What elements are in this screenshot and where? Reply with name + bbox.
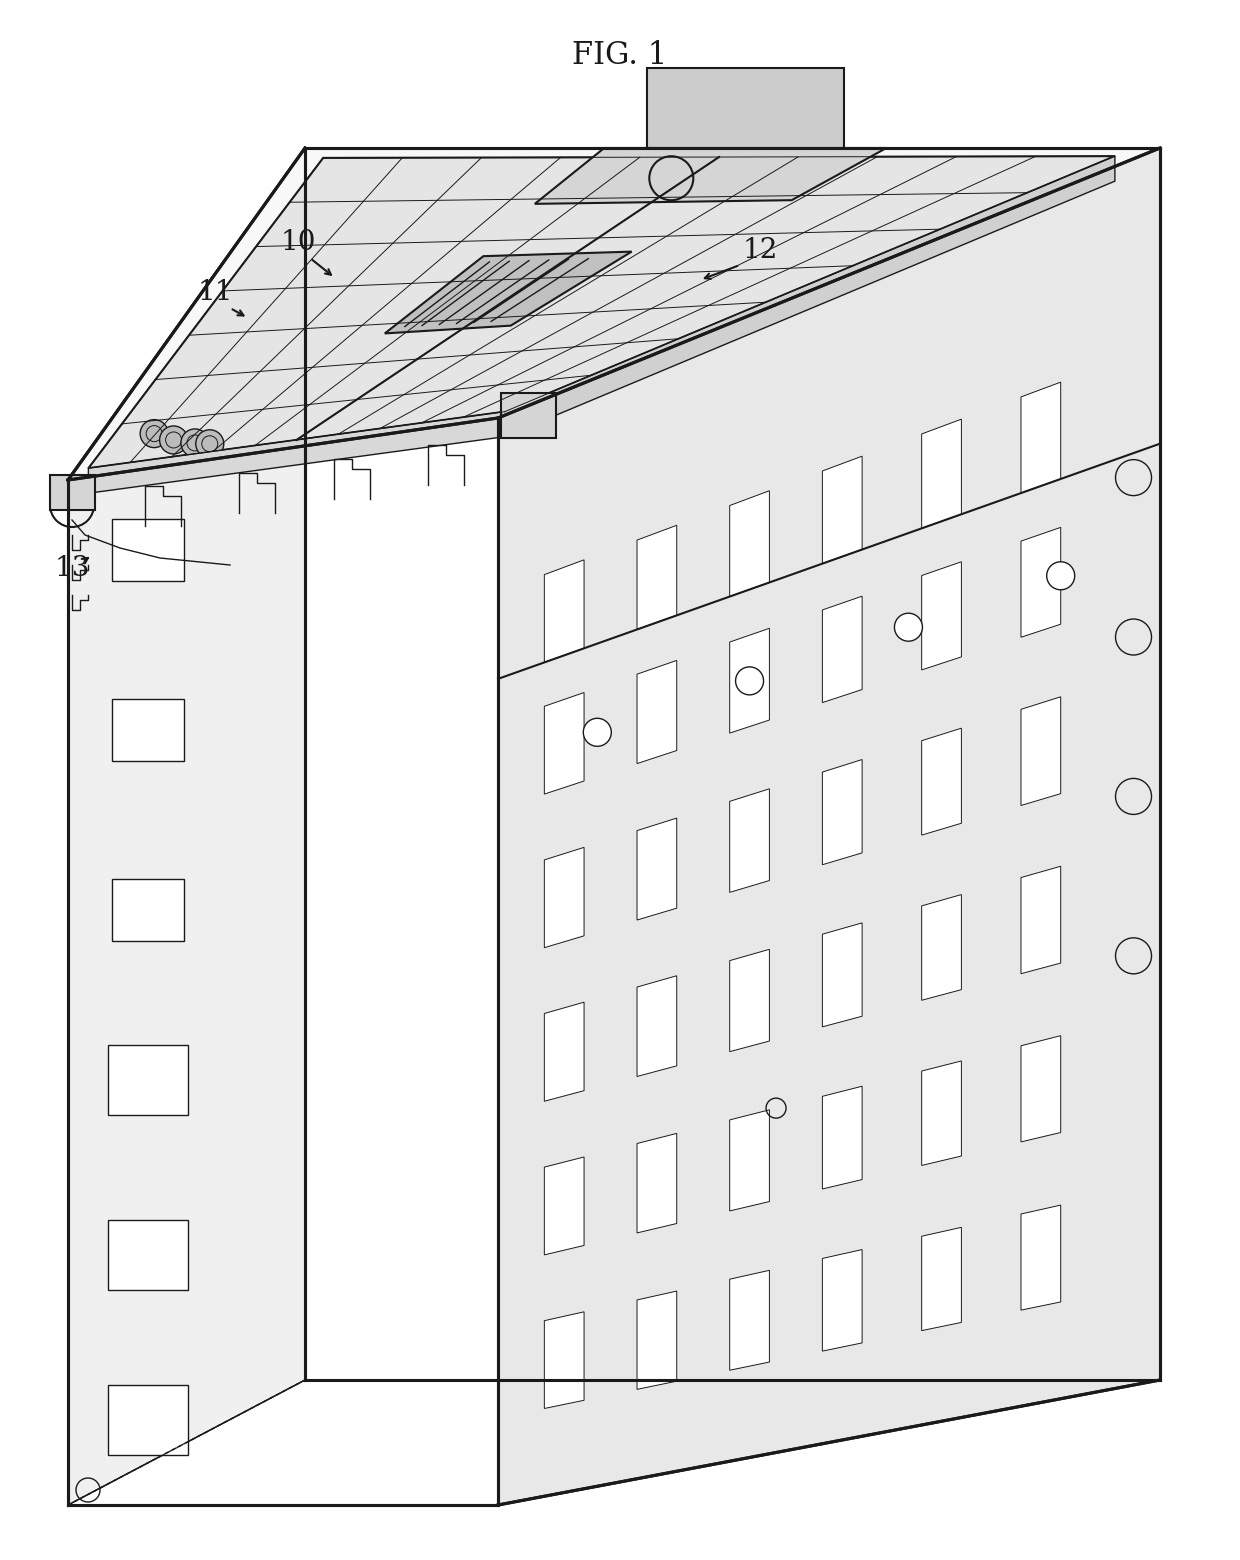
Polygon shape: [544, 1002, 584, 1101]
Polygon shape: [729, 950, 769, 1051]
Polygon shape: [822, 1086, 862, 1189]
Polygon shape: [1021, 527, 1060, 636]
Polygon shape: [68, 148, 1159, 480]
Polygon shape: [1021, 1036, 1060, 1142]
Polygon shape: [921, 420, 961, 529]
Polygon shape: [384, 251, 631, 334]
Polygon shape: [50, 474, 95, 510]
Polygon shape: [544, 560, 584, 663]
Polygon shape: [822, 456, 862, 563]
Circle shape: [140, 420, 169, 448]
Polygon shape: [1021, 1206, 1060, 1310]
Circle shape: [1047, 562, 1075, 590]
Polygon shape: [921, 1061, 961, 1165]
Polygon shape: [112, 878, 184, 941]
Polygon shape: [637, 1134, 677, 1232]
Polygon shape: [729, 491, 769, 596]
Circle shape: [196, 429, 223, 457]
Polygon shape: [637, 1292, 677, 1390]
Text: 13: 13: [55, 554, 89, 582]
Polygon shape: [1021, 382, 1060, 493]
Polygon shape: [729, 1109, 769, 1211]
Polygon shape: [921, 1228, 961, 1331]
Polygon shape: [68, 148, 305, 1505]
Polygon shape: [822, 760, 862, 864]
Polygon shape: [729, 629, 769, 733]
Polygon shape: [501, 393, 557, 438]
Polygon shape: [647, 69, 843, 148]
Polygon shape: [544, 847, 584, 947]
Polygon shape: [544, 1158, 584, 1254]
Polygon shape: [544, 693, 584, 794]
Circle shape: [160, 426, 187, 454]
Polygon shape: [921, 894, 961, 1000]
Polygon shape: [729, 1270, 769, 1370]
Polygon shape: [108, 1220, 188, 1290]
Polygon shape: [108, 1045, 188, 1115]
Polygon shape: [505, 156, 1115, 437]
Polygon shape: [88, 412, 505, 493]
Polygon shape: [729, 789, 769, 892]
Polygon shape: [1021, 866, 1060, 973]
Polygon shape: [534, 148, 887, 204]
Polygon shape: [822, 924, 862, 1026]
Polygon shape: [637, 660, 677, 763]
Circle shape: [181, 429, 208, 457]
Circle shape: [735, 666, 764, 694]
Polygon shape: [498, 148, 1159, 1505]
Polygon shape: [637, 817, 677, 920]
Polygon shape: [637, 526, 677, 630]
Polygon shape: [822, 1250, 862, 1351]
Circle shape: [583, 718, 611, 746]
Polygon shape: [112, 519, 184, 580]
Text: FIG. 1: FIG. 1: [573, 39, 667, 70]
Polygon shape: [112, 699, 184, 761]
Polygon shape: [822, 596, 862, 702]
Polygon shape: [88, 156, 1115, 468]
Polygon shape: [921, 729, 961, 835]
Polygon shape: [108, 1385, 188, 1455]
Text: 12: 12: [743, 237, 777, 264]
Polygon shape: [1021, 697, 1060, 805]
Polygon shape: [637, 975, 677, 1076]
Text: 10: 10: [280, 228, 316, 256]
Circle shape: [894, 613, 923, 641]
Text: 11: 11: [197, 279, 233, 306]
Polygon shape: [921, 562, 961, 669]
Polygon shape: [544, 1312, 584, 1409]
